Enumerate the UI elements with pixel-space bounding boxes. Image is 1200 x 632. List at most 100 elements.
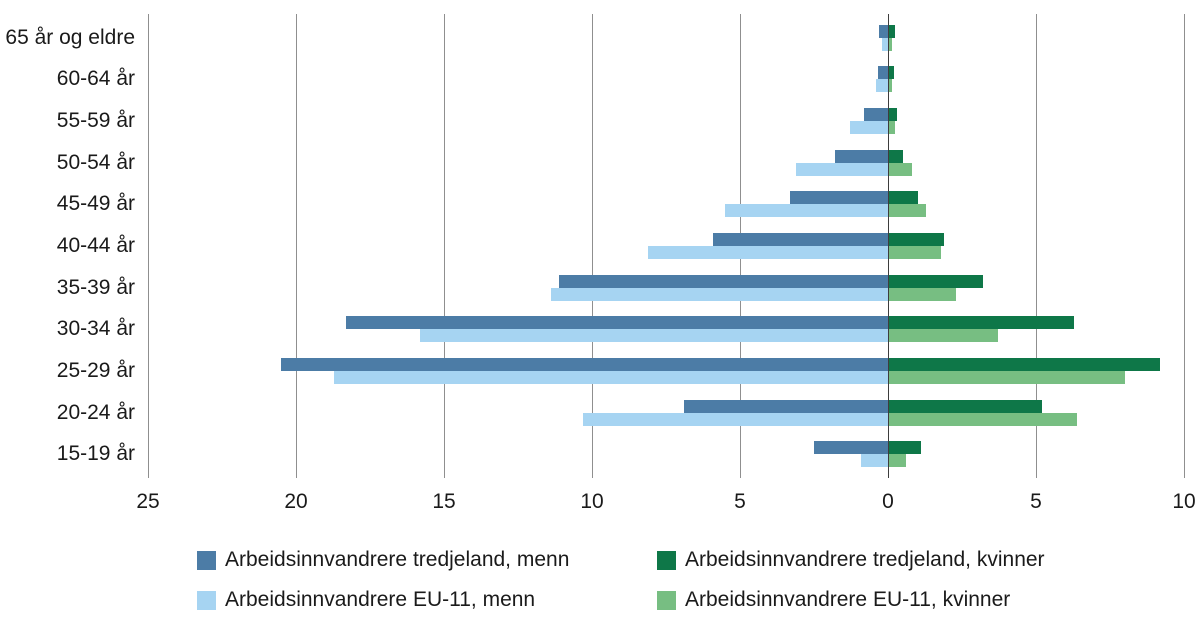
bar-subrow <box>148 108 1184 122</box>
bar-segment <box>861 454 888 468</box>
legend-swatch <box>657 590 676 610</box>
gridline <box>592 14 593 478</box>
y-axis-label: 35-39 år <box>56 275 135 299</box>
legend-swatch <box>657 550 676 570</box>
legend-swatch <box>197 590 216 610</box>
bar-segment <box>834 149 888 163</box>
x-axis-label: 0 <box>882 490 894 513</box>
bar-segment <box>888 287 957 301</box>
legend-swatch <box>197 550 216 570</box>
x-axis-label: 20 <box>284 490 308 513</box>
bar-subrow <box>148 370 1184 384</box>
legend-item: Arbeidsinnvandrere tredjeland, kvinner <box>657 548 1045 572</box>
gridline <box>1036 14 1037 478</box>
bar-segment <box>888 274 983 288</box>
y-axis-label: 40-44 år <box>56 234 135 258</box>
age-group-row <box>148 59 1184 101</box>
x-axis-label: 10 <box>1172 490 1196 513</box>
bar-subrow <box>148 79 1184 93</box>
bar-segment <box>334 370 888 384</box>
bar-segment <box>888 121 896 135</box>
y-axis-label: 65 år og eldre <box>5 25 135 49</box>
bar-segment <box>725 204 888 218</box>
bar-segment <box>796 162 888 176</box>
y-axis-label: 30-34 år <box>56 317 135 341</box>
bar-subrow <box>148 149 1184 163</box>
x-axis-label: 5 <box>1030 490 1042 513</box>
chart-legend: Arbeidsinnvandrere tredjeland, menn Arbei… <box>197 548 1045 612</box>
bar-segment <box>888 412 1078 426</box>
age-group-row <box>148 433 1184 475</box>
legend-item: Arbeidsinnvandrere EU-11, kvinner <box>657 588 1045 612</box>
bar-segment <box>888 108 897 122</box>
age-group-row <box>148 100 1184 142</box>
bar-segment <box>888 399 1042 413</box>
bar-subrow <box>148 24 1184 38</box>
bar-segment <box>888 162 912 176</box>
bar-segment <box>882 37 888 51</box>
bar-segment <box>888 246 942 260</box>
y-axis-label: 25-29 år <box>56 358 135 382</box>
bar-segment <box>876 79 888 93</box>
bar-subrow <box>148 399 1184 413</box>
x-axis-label: 5 <box>734 490 746 513</box>
plot-area <box>148 14 1185 478</box>
bar-subrow <box>148 454 1184 468</box>
age-group-row <box>148 350 1184 392</box>
legend-label: Arbeidsinnvandrere EU-11, kvinner <box>685 588 1011 611</box>
y-axis-label: 15-19 år <box>56 442 135 466</box>
bar-segment <box>648 246 888 260</box>
legend-label: Arbeidsinnvandrere tredjeland, kvinner <box>685 548 1045 571</box>
bar-subrow <box>148 329 1184 343</box>
age-group-row <box>148 392 1184 434</box>
bar-segment <box>888 79 893 93</box>
bar-segment <box>559 274 888 288</box>
bar-subrow <box>148 246 1184 260</box>
bar-segment <box>281 357 888 371</box>
gridline <box>148 14 149 478</box>
bar-segment <box>583 412 888 426</box>
bar-segment <box>849 121 888 135</box>
legend-label: Arbeidsinnvandrere tredjeland, menn <box>225 548 570 571</box>
bar-subrow <box>148 121 1184 135</box>
y-axis-label: 20-24 år <box>56 400 135 424</box>
bar-segment <box>888 329 998 343</box>
bar-segment <box>420 329 888 343</box>
bar-segment <box>864 108 888 122</box>
bar-segment <box>879 24 888 38</box>
bar-segment <box>814 441 888 455</box>
bar-subrow <box>148 287 1184 301</box>
age-group-row <box>148 308 1184 350</box>
bar-segment <box>888 24 896 38</box>
bar-segment <box>888 37 893 51</box>
bar-subrow <box>148 66 1184 80</box>
age-group-row <box>148 225 1184 267</box>
legend-label: Arbeidsinnvandrere EU-11, menn <box>225 588 536 611</box>
bar-subrow <box>148 204 1184 218</box>
y-axis-label: 60-64 år <box>56 67 135 91</box>
bar-subrow <box>148 357 1184 371</box>
age-group-row <box>148 142 1184 184</box>
x-axis-label: 10 <box>580 490 604 513</box>
bar-segment <box>683 399 888 413</box>
bar-segment <box>888 66 894 80</box>
bar-subrow <box>148 191 1184 205</box>
bar-subrow <box>148 316 1184 330</box>
age-group-row <box>148 184 1184 226</box>
bar-subrow <box>148 441 1184 455</box>
bar-segment <box>888 357 1161 371</box>
zero-axis-line <box>888 14 889 478</box>
gridline <box>1184 14 1185 478</box>
bar-segment <box>888 454 906 468</box>
bar-segment <box>713 233 888 247</box>
bar-segment <box>888 316 1075 330</box>
bar-subrow <box>148 233 1184 247</box>
bar-segment <box>888 191 918 205</box>
legend-item: Arbeidsinnvandrere tredjeland, menn <box>197 548 657 572</box>
bar-subrow <box>148 37 1184 51</box>
gridline <box>296 14 297 478</box>
bar-segment <box>888 149 903 163</box>
bar-segment <box>888 441 921 455</box>
y-axis-label: 50-54 år <box>56 150 135 174</box>
